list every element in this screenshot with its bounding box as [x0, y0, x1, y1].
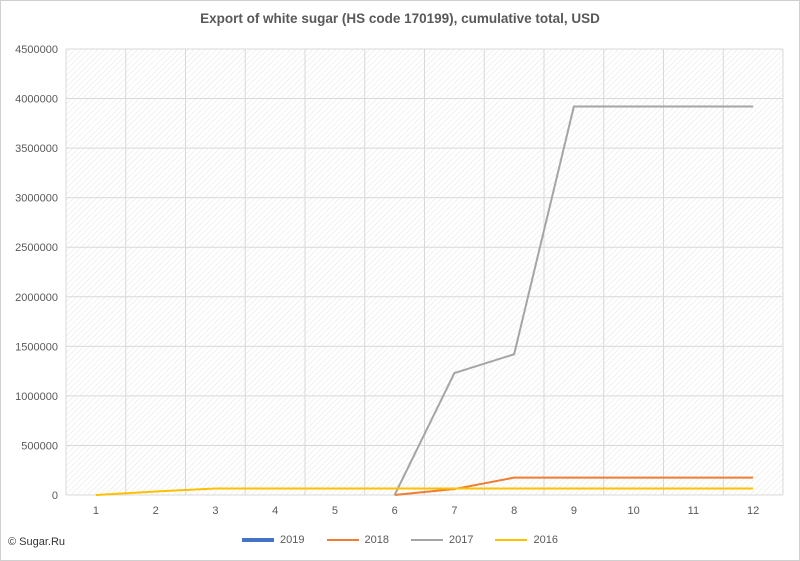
x-tick-label: 3 — [212, 505, 218, 517]
y-axis-tick-labels: 0 500000 1000000 1500000 2000000 2500000 30000… — [15, 44, 58, 502]
y-tick-label: 0 — [52, 490, 58, 502]
legend-swatch-2017 — [411, 539, 443, 541]
legend-item-2019: 2019 — [242, 534, 305, 546]
y-tick-label: 3500000 — [15, 143, 58, 155]
legend-label-2017: 2017 — [449, 534, 474, 546]
y-tick-label: 4000000 — [15, 94, 58, 106]
series-line-2017 — [393, 105, 754, 496]
x-tick-label: 9 — [571, 505, 577, 517]
x-tick-label: 11 — [688, 505, 699, 517]
legend-item-2016: 2016 — [495, 534, 558, 546]
x-tick-label: 8 — [511, 505, 517, 517]
legend-label-2016: 2016 — [533, 534, 558, 546]
y-tick-label: 1500000 — [15, 341, 58, 353]
legend-label-2019: 2019 — [280, 534, 305, 546]
x-tick-label: 5 — [332, 505, 338, 517]
x-tick-label: 12 — [747, 505, 759, 517]
legend-swatch-2016 — [495, 539, 528, 541]
y-tick-label: 4500000 — [15, 44, 58, 56]
y-tick-label: 3000000 — [15, 193, 58, 205]
series-lines — [95, 105, 754, 496]
legend-item-2018: 2018 — [326, 534, 389, 546]
legend: 2019 2018 2017 2016 — [0, 534, 800, 546]
series-line-2016 — [95, 487, 754, 496]
x-tick-label: 7 — [451, 505, 457, 517]
y-tick-label: 1000000 — [15, 391, 58, 403]
x-tick-label: 1 — [93, 505, 99, 517]
x-axis-tick-labels: 1 2 3 4 5 6 7 8 9 10 11 12 — [93, 505, 759, 517]
gridlines — [65, 48, 784, 496]
y-tick-label: 2500000 — [15, 242, 58, 254]
x-tick-label: 2 — [153, 505, 159, 517]
copyright-credit: © Sugar.Ru — [8, 536, 66, 548]
x-tick-label: 6 — [392, 505, 398, 517]
legend-swatch-2019 — [242, 538, 275, 542]
legend-item-2017: 2017 — [411, 534, 473, 546]
x-tick-label: 4 — [272, 505, 278, 517]
legend-swatch-2018 — [326, 539, 359, 541]
chart-title: Export of white sugar (HS code 170199), … — [200, 11, 600, 26]
x-tick-label: 10 — [628, 505, 640, 517]
legend-label-2018: 2018 — [364, 534, 389, 546]
y-tick-label: 500000 — [21, 440, 58, 452]
y-tick-label: 2000000 — [15, 292, 58, 304]
